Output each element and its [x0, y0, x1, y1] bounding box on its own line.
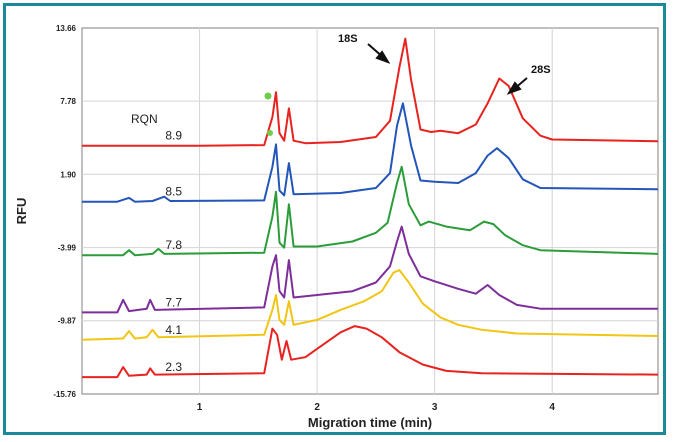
- y-axis: 13.66 7.78 1.90 -3.99 -9.87 -15.76: [53, 24, 76, 399]
- series-line-7-8: [82, 165, 659, 257]
- series-label: 7.8: [165, 238, 182, 252]
- annotation-18s: 18S: [338, 33, 358, 45]
- x-axis: 1 2 3 4: [197, 402, 556, 413]
- series-line-8-5: [82, 102, 659, 203]
- series-line-4-1: [81, 269, 659, 341]
- series-label: 4.1: [165, 323, 182, 337]
- annotation-28s: 28S: [531, 64, 551, 76]
- series-lines: [81, 37, 659, 379]
- series-line-8-9: [82, 37, 659, 147]
- series-line-7-7: [82, 225, 658, 314]
- series-label: 8.5: [165, 185, 182, 199]
- x-axis-label: Migration time (min): [308, 415, 432, 430]
- y-tick-label: 13.66: [56, 24, 77, 33]
- y-tick-label: 7.78: [60, 97, 76, 106]
- y-tick-label: -3.99: [58, 244, 77, 253]
- series-label: 8.9: [165, 129, 182, 143]
- arrow-28s: [506, 77, 528, 95]
- arrow-18s: [367, 43, 391, 64]
- series-labels: 8.9 8.5 7.8 7.7 4.1 2.3: [165, 129, 182, 374]
- grid: [82, 28, 658, 394]
- x-tick-label: 2: [314, 402, 320, 413]
- x-tick-label: 4: [549, 402, 555, 413]
- marker-dots: [264, 92, 273, 136]
- x-tick-label: 3: [432, 402, 438, 413]
- y-axis-label: RFU: [14, 198, 29, 225]
- y-tick-label: 1.90: [60, 170, 76, 179]
- series-label: 2.3: [165, 360, 182, 374]
- plot-area: [81, 27, 659, 395]
- series-label: 7.7: [165, 295, 182, 309]
- y-tick-label: -9.87: [58, 317, 77, 326]
- series-line-2-3: [82, 325, 659, 379]
- y-tick-label: -15.76: [53, 390, 76, 399]
- legend-title: RQN: [131, 112, 158, 126]
- x-tick-label: 1: [197, 402, 203, 413]
